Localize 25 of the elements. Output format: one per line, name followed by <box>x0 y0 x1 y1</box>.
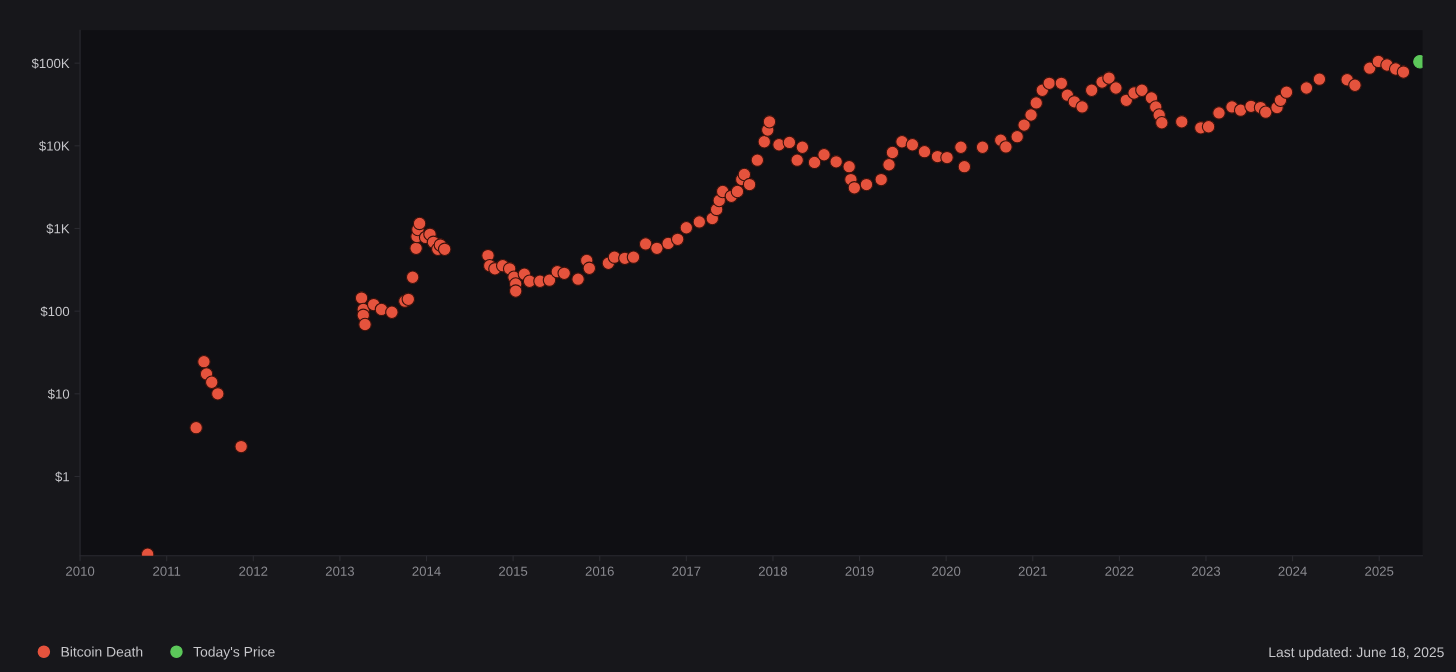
y-tick-label: $1K <box>46 223 70 235</box>
x-tick-label: 2014 <box>412 566 441 576</box>
x-tick-label: 2012 <box>239 566 268 576</box>
x-tick-label: 2024 <box>1278 566 1307 576</box>
x-tick-label: 2011 <box>153 566 181 576</box>
x-tick-label: 2018 <box>758 566 788 576</box>
legend-label: Bitcoin Death <box>61 646 143 657</box>
x-tick-label: 2015 <box>499 566 528 576</box>
x-tick-label: 2022 <box>1105 566 1134 576</box>
y-tick-label: $100 <box>40 306 70 317</box>
y-tick-label: $10K <box>38 140 70 152</box>
x-tick-label: 2016 <box>585 566 614 576</box>
x-tick-label: 2013 <box>325 566 354 576</box>
text: Last updated: June 18, 2025 <box>1269 646 1444 660</box>
x-tick-label: 2017 <box>672 566 701 576</box>
y-tick-label: $1 <box>55 471 70 483</box>
x-tick-label: 2010 <box>66 566 95 576</box>
x-tick-label: 2021 <box>1018 566 1047 576</box>
x-tick-label: 2020 <box>932 566 961 576</box>
y-tick-label: $100K <box>31 58 70 69</box>
legend-label: Today's Price <box>193 646 275 660</box>
x-tick-label: 2025 <box>1365 566 1394 576</box>
y-tick-label: $10 <box>47 388 70 400</box>
x-tick-label: 2023 <box>1191 566 1221 576</box>
x-tick-label: 2019 <box>845 566 874 576</box>
